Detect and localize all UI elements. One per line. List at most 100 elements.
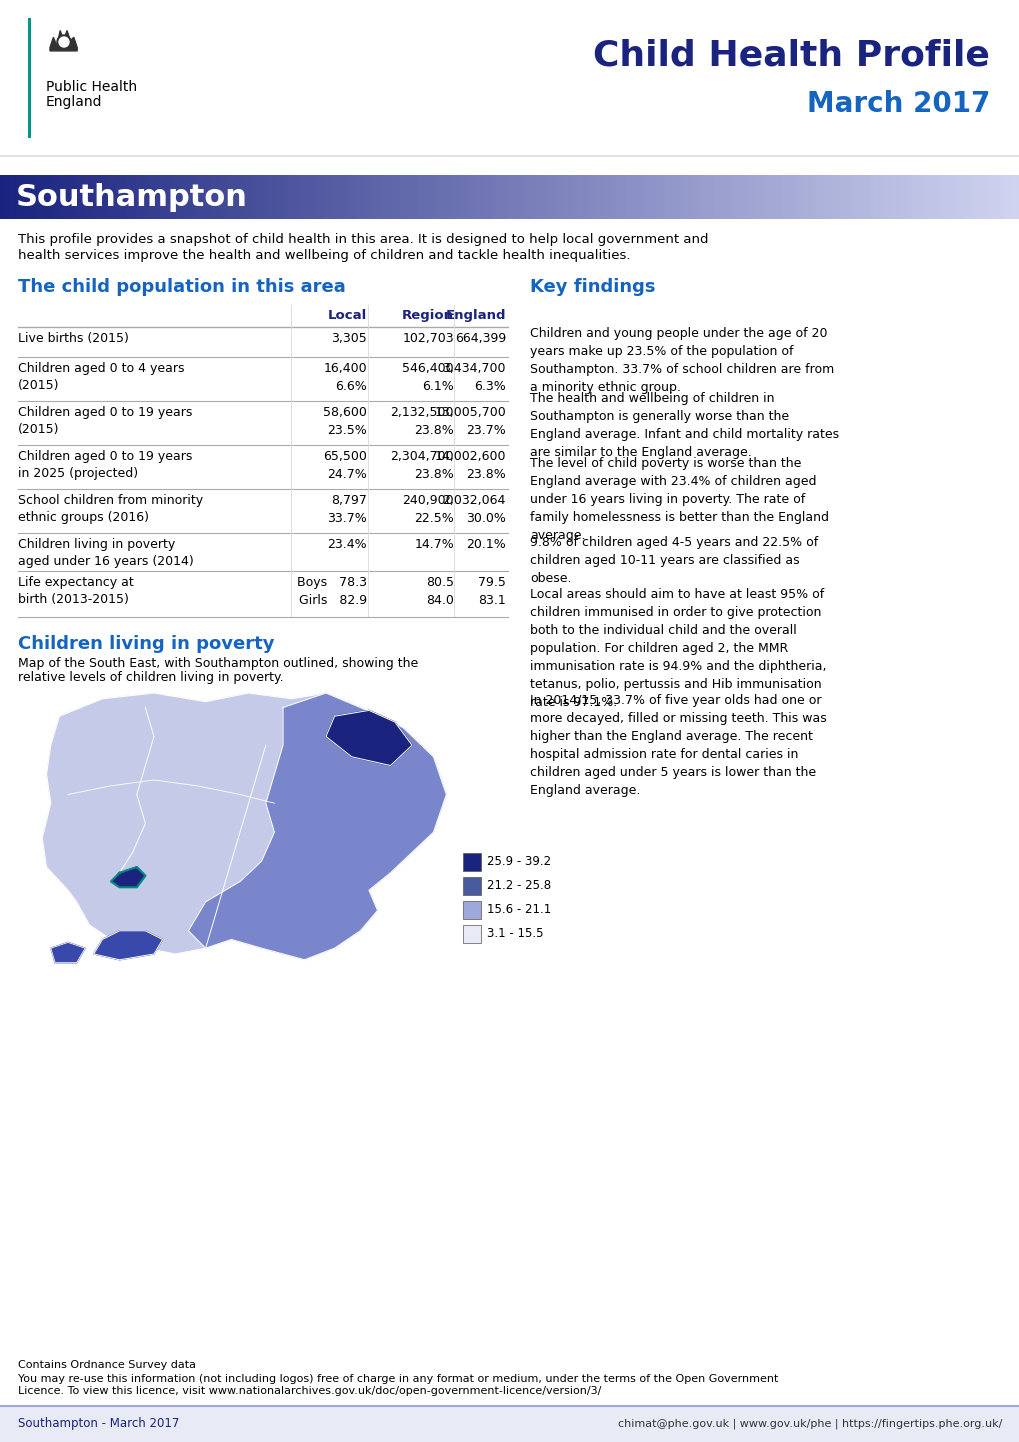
Bar bbox=[387, 174, 391, 219]
Bar bbox=[937, 174, 942, 219]
Bar bbox=[431, 174, 436, 219]
Bar bbox=[927, 174, 931, 219]
Bar bbox=[89, 174, 93, 219]
Bar bbox=[951, 174, 956, 219]
Bar bbox=[309, 174, 314, 219]
Bar bbox=[336, 174, 340, 219]
Bar bbox=[132, 174, 137, 219]
Bar bbox=[153, 174, 157, 219]
Bar bbox=[435, 174, 439, 219]
Bar bbox=[822, 174, 826, 219]
Bar bbox=[713, 174, 717, 219]
Bar bbox=[242, 174, 246, 219]
Text: Local: Local bbox=[327, 309, 367, 322]
Text: 546,400
6.1%: 546,400 6.1% bbox=[401, 362, 453, 392]
Bar bbox=[58, 174, 62, 219]
Bar bbox=[550, 174, 554, 219]
Bar bbox=[924, 174, 928, 219]
Text: Southampton: Southampton bbox=[16, 183, 248, 212]
Bar bbox=[146, 174, 151, 219]
Bar bbox=[211, 174, 215, 219]
Bar bbox=[51, 174, 55, 219]
Bar bbox=[510, 174, 514, 219]
Circle shape bbox=[59, 37, 69, 48]
Bar bbox=[543, 174, 548, 219]
Bar bbox=[632, 174, 636, 219]
Bar bbox=[777, 174, 783, 219]
Bar bbox=[629, 174, 633, 219]
Bar bbox=[696, 174, 701, 219]
Bar bbox=[1009, 174, 1013, 219]
Bar bbox=[530, 174, 534, 219]
Bar bbox=[197, 174, 202, 219]
Text: relative levels of children living in poverty.: relative levels of children living in po… bbox=[18, 671, 283, 684]
Bar bbox=[258, 174, 263, 219]
Bar bbox=[971, 174, 976, 219]
Bar bbox=[774, 174, 779, 219]
Polygon shape bbox=[94, 930, 162, 960]
Bar bbox=[343, 174, 347, 219]
Bar bbox=[914, 174, 918, 219]
Bar bbox=[265, 174, 269, 219]
Bar bbox=[129, 174, 133, 219]
Bar bbox=[245, 174, 249, 219]
Bar bbox=[48, 174, 52, 219]
Bar bbox=[234, 174, 238, 219]
Bar bbox=[125, 174, 130, 219]
Bar bbox=[975, 174, 979, 219]
Bar bbox=[900, 174, 905, 219]
Bar bbox=[346, 174, 351, 219]
Bar bbox=[397, 174, 401, 219]
Bar bbox=[28, 174, 32, 219]
Bar bbox=[843, 174, 847, 219]
Bar bbox=[224, 174, 228, 219]
Text: Contains Ordnance Survey data: Contains Ordnance Survey data bbox=[18, 1360, 196, 1370]
Polygon shape bbox=[111, 867, 146, 887]
Bar bbox=[513, 174, 518, 219]
Bar bbox=[112, 174, 116, 219]
Bar bbox=[448, 174, 452, 219]
Bar bbox=[326, 174, 330, 219]
Bar bbox=[323, 174, 327, 219]
Bar bbox=[856, 174, 860, 219]
Bar bbox=[492, 174, 497, 219]
Bar bbox=[988, 174, 993, 219]
Bar bbox=[869, 174, 874, 219]
Text: England: England bbox=[46, 95, 102, 110]
Text: Key findings: Key findings bbox=[530, 278, 655, 296]
Bar bbox=[825, 174, 829, 219]
Bar bbox=[207, 174, 212, 219]
Bar bbox=[588, 174, 592, 219]
Bar bbox=[523, 174, 528, 219]
Bar bbox=[568, 174, 572, 219]
Text: 14,002,600
23.8%: 14,002,600 23.8% bbox=[434, 450, 505, 480]
Bar bbox=[785, 174, 789, 219]
Bar bbox=[143, 174, 147, 219]
Bar bbox=[761, 174, 765, 219]
Text: 3,434,700
6.3%: 3,434,700 6.3% bbox=[442, 362, 505, 392]
Bar bbox=[734, 174, 738, 219]
Text: 2,032,064
30.0%: 2,032,064 30.0% bbox=[442, 495, 505, 525]
Bar bbox=[278, 174, 283, 219]
Bar bbox=[105, 174, 110, 219]
Bar bbox=[948, 174, 952, 219]
Bar bbox=[818, 174, 823, 219]
Text: Licence. To view this licence, visit www.nationalarchives.gov.uk/doc/open-govern: Licence. To view this licence, visit www… bbox=[18, 1386, 601, 1396]
Bar bbox=[418, 174, 422, 219]
Bar bbox=[421, 174, 426, 219]
Bar bbox=[751, 174, 755, 219]
Bar bbox=[459, 174, 463, 219]
Bar bbox=[462, 174, 467, 219]
Bar bbox=[479, 174, 483, 219]
Text: Children living in poverty: Children living in poverty bbox=[18, 634, 274, 653]
Bar bbox=[584, 174, 589, 219]
Bar bbox=[380, 174, 385, 219]
Bar bbox=[598, 174, 602, 219]
Bar bbox=[608, 174, 612, 219]
Bar bbox=[863, 174, 867, 219]
Bar bbox=[285, 174, 289, 219]
Text: Region: Region bbox=[401, 309, 453, 322]
Text: chimat@phe.gov.uk | www.gov.uk/phe | https://fingertips.phe.org.uk/: chimat@phe.gov.uk | www.gov.uk/phe | htt… bbox=[618, 1419, 1001, 1429]
Bar bbox=[71, 174, 75, 219]
Bar bbox=[604, 174, 609, 219]
